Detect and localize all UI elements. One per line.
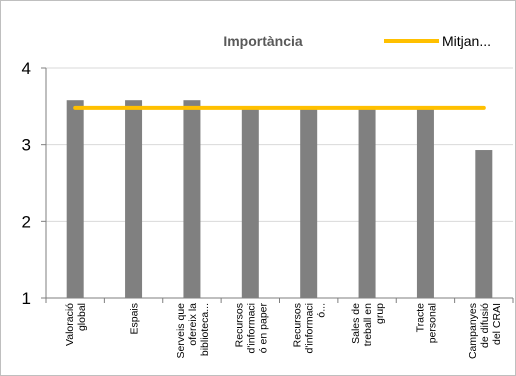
gridlines — [46, 67, 513, 299]
bar-2 — [183, 100, 201, 298]
chart-title: Importància — [223, 33, 303, 49]
x-tick-label-7-0: Campanyes — [467, 303, 479, 359]
x-axis: Valoració global Espais Serveis que ofereix … — [45, 297, 514, 359]
x-tick-label-6-0: Tracte — [414, 303, 426, 333]
y-tick-label-1: 1 — [22, 289, 31, 308]
x-tick-label-4-2: ó... — [316, 303, 328, 318]
y-tick-label-4: 4 — [22, 59, 31, 78]
x-tick-label-5-0: Sales de — [350, 303, 362, 344]
x-tick-label-0-0: Valoració — [64, 303, 76, 346]
y-tick-label-2: 2 — [22, 212, 31, 231]
bars — [66, 100, 493, 298]
x-tick-label-4-0: Recursos — [292, 303, 304, 347]
x-tick-label-4-1: d'informaci — [304, 303, 316, 353]
x-tick-label-3-1: d'informaci — [245, 303, 257, 353]
bar-6 — [416, 107, 434, 298]
x-tick-label-7-2: del CRAI — [491, 303, 503, 345]
bar-0 — [66, 100, 84, 298]
legend: Mitjan... — [384, 33, 491, 49]
x-tick-label-1-0: Espais — [129, 303, 141, 335]
legend-label-average: Mitjan... — [442, 33, 491, 49]
bar-4 — [300, 107, 318, 298]
y-axis: 1 2 3 4 — [22, 59, 47, 308]
bar-3 — [241, 107, 259, 298]
bar-5 — [358, 107, 376, 298]
y-tick-label-3: 3 — [22, 136, 31, 155]
x-tick-label-0-1: global — [76, 303, 88, 331]
x-tick-label-2-0: Serveis que — [175, 303, 187, 359]
bar-1 — [125, 100, 143, 298]
x-tick-label-3-0: Recursos — [233, 303, 245, 347]
x-tick-label-3-2: ó en paper — [257, 303, 269, 354]
bar-7 — [475, 150, 493, 298]
x-tick-label-2-1: ofereix la — [187, 303, 199, 346]
x-tick-label-2-2: biblioteca... — [199, 303, 211, 356]
x-tick-label-6-1: personal — [426, 303, 438, 343]
x-tick-label-5-1: treball en — [362, 303, 374, 346]
x-tick-label-5-2: grup — [374, 303, 386, 324]
x-tick-label-7-1: de difusió — [479, 303, 491, 348]
